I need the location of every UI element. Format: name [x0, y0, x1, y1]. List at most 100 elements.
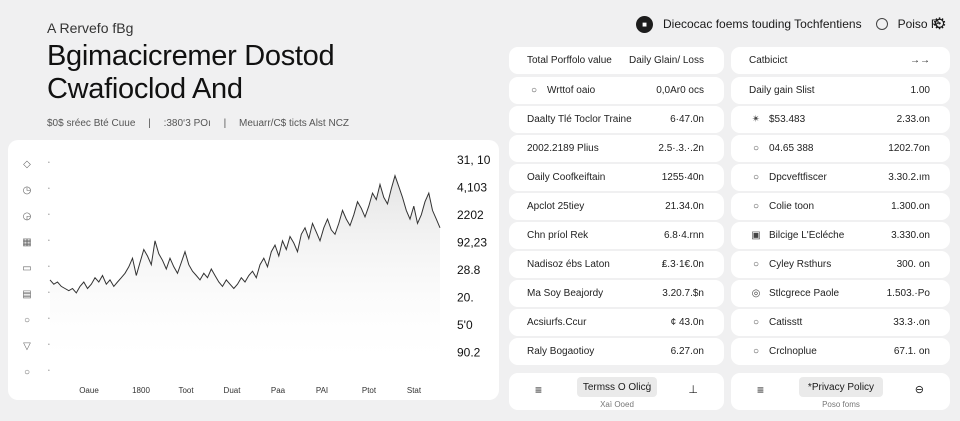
terms-caption: Xaì Ooed: [600, 400, 634, 409]
row-value: 3.30.2.ım: [888, 172, 930, 183]
row-icon: ▣: [751, 230, 761, 241]
portfolio-row[interactable]: ○ Wrttof oaio 0,0Ar0 ocs: [509, 77, 724, 104]
row-value: 0,0Ar0 ocs: [656, 85, 704, 96]
clock-icon[interactable]: ◶: [22, 211, 32, 222]
lock-icon[interactable]: ⊖: [914, 384, 924, 396]
meta-separator: |: [223, 118, 227, 129]
grid-icon[interactable]: ▦: [22, 237, 32, 248]
portfolio-row[interactable]: Daalty Tlé Toclor Traine 6·47.0n: [509, 106, 724, 133]
row-value: →→: [910, 55, 930, 66]
row-label: 2002.2189 Plius: [527, 143, 599, 154]
circle-icon[interactable]: ○: [23, 315, 31, 326]
settings-icon[interactable]: ⚙: [932, 15, 947, 33]
gain-row[interactable]: Daily gain Slist 1.00: [731, 77, 950, 104]
row-value: 3.20.7.$n: [662, 288, 704, 299]
x-tick-label: Stat: [407, 386, 422, 395]
brand-name: A Rervefo fBg: [47, 20, 134, 36]
top-bar: ■ Diecocac foems touding Tochfentiens Po…: [636, 14, 940, 34]
portfolio-row[interactable]: Chn príol Rek 6.8·4.rnn: [509, 222, 724, 249]
x-tick-label: Ptot: [362, 386, 377, 395]
row-label: $53.483: [769, 114, 806, 125]
portfolio-row[interactable]: Total Porffolo value Daily Glain/ Loss: [509, 47, 724, 74]
gain-row[interactable]: ▣ Bilcige L'Écléche 3.330.on: [731, 222, 950, 249]
chart-toolbar: ◇ ◷ ◶ ▦ ▭ ▤ ○ ▽ ○: [18, 152, 36, 382]
row-label: Ma Soy Beajordy: [527, 288, 604, 299]
portfolio-row[interactable]: Nadisoz ébs Laton ₤.3·1€.0n: [509, 251, 724, 278]
topbar-title: Diecocac foems touding Tochfentiens: [663, 17, 862, 31]
row-value: 67.1. on: [893, 346, 930, 357]
row-label: Daalty Tlé Toclor Traine: [527, 114, 632, 125]
gain-row[interactable]: ○ Catisstt 33.3·.on: [731, 309, 950, 336]
clock-icon[interactable]: ◷: [22, 185, 32, 196]
gain-row[interactable]: ○ Dpcveftfiscer 3.30.2.ım: [731, 164, 950, 191]
row-icon: ○: [752, 143, 760, 154]
row-icon: ○: [752, 259, 760, 270]
y-tick-mark: •: [48, 160, 50, 166]
x-tick-label: Paa: [271, 386, 286, 395]
portfolio-row[interactable]: Oaily Coofkeiftain 1255·40n: [509, 164, 724, 191]
y-tick-mark: •: [48, 342, 50, 348]
pin-icon[interactable]: ▽: [23, 341, 31, 352]
y-tick-mark: •: [48, 186, 50, 192]
page-title-line-2: Cwafioclod And: [47, 73, 243, 105]
menu-icon[interactable]: ≡: [535, 383, 543, 397]
row-value: Daily Glain/ Loss: [628, 55, 704, 66]
gain-row[interactable]: Catbicict →→: [731, 47, 950, 74]
gain-row[interactable]: ✴ $53.483 2.33.on: [731, 106, 950, 133]
gain-row[interactable]: ○ Crclnoplue 67.1. on: [731, 338, 950, 365]
row-label: Nadisoz ébs Laton: [527, 259, 610, 270]
row-label: Stlcgrece Paole: [769, 288, 840, 299]
row-value: 1.00: [910, 85, 930, 96]
y-tick-label: 90.2: [457, 346, 481, 360]
row-label: Crclnoplue: [769, 346, 817, 357]
gain-row[interactable]: ○ Colie toon 1.300.on: [731, 193, 950, 220]
row-label: Colie toon: [769, 201, 815, 212]
row-label: Acsiurfs.Ccur: [527, 317, 587, 328]
row-label: 04.65 388: [769, 143, 814, 154]
circle-icon[interactable]: ○: [23, 367, 31, 378]
row-value: 6·47.0n: [670, 114, 704, 125]
row-label: Raly Bogaotioy: [527, 346, 595, 357]
row-value: 6.27.on: [670, 346, 704, 357]
inbox-icon[interactable]: ▭: [22, 263, 32, 274]
row-label: Catbicict: [749, 55, 788, 66]
meta-item: Meuarr/C$ ticts Alst NCZ: [239, 118, 350, 129]
account-avatar[interactable]: ■: [636, 15, 653, 33]
row-label: Oaily Coofkeiftain: [527, 172, 606, 183]
toggle-radio[interactable]: [875, 18, 888, 30]
row-icon: ○: [752, 317, 760, 328]
sun-icon[interactable]: ◇: [23, 159, 31, 170]
y-tick-mark: •: [48, 264, 50, 270]
portfolio-row[interactable]: 2002.2189 Plius 2.5·.3.·.2n: [509, 135, 724, 162]
gain-row[interactable]: ◎ Stlcgrece Paole 1.503.·Po: [731, 280, 950, 307]
portfolio-row[interactable]: Acsiurfs.Ccur ¢ 43.0n: [509, 309, 724, 336]
menu-icon[interactable]: ≡: [757, 383, 765, 397]
portfolio-row[interactable]: Ma Soy Beajordy 3.20.7.$n: [509, 280, 724, 307]
row-label: Cyley Rsthurs: [769, 259, 832, 270]
y-tick-label: 20.: [457, 291, 474, 305]
row-label: Dpcveftfiscer: [769, 172, 827, 183]
row-label: Chn príol Rek: [527, 230, 589, 241]
privacy-policy-link[interactable]: *Privacy Policy: [799, 377, 883, 397]
y-tick-mark: •: [48, 316, 50, 322]
row-icon: ○: [752, 346, 760, 357]
portfolio-row[interactable]: Apclot 25tiey 21.34.0n: [509, 193, 724, 220]
toggle-label: Poiso R: [897, 17, 940, 31]
series-area: [50, 175, 440, 371]
row-value: 300. on: [896, 259, 930, 270]
gain-row[interactable]: ○ 04.65 388 1202.7on: [731, 135, 950, 162]
row-icon: ○: [752, 172, 760, 183]
y-tick-mark: •: [48, 212, 50, 218]
row-icon: ✴: [751, 114, 761, 125]
portfolio-row[interactable]: Raly Bogaotioy 6.27.on: [509, 338, 724, 365]
row-value: ₤.3·1€.0n: [661, 259, 704, 270]
terms-link[interactable]: Termss O Olicġ: [577, 377, 657, 397]
y-tick-label: 4,103: [457, 181, 487, 195]
grid-icon[interactable]: ▤: [22, 289, 32, 300]
row-value: 1255·40n: [661, 172, 704, 183]
row-icon: ◎: [751, 288, 761, 299]
upload-icon[interactable]: ⊥: [688, 384, 698, 396]
gain-row[interactable]: ○ Cyley Rsthurs 300. on: [731, 251, 950, 278]
series-line: [49, 174, 441, 294]
y-tick-label: 28.8: [457, 263, 481, 277]
